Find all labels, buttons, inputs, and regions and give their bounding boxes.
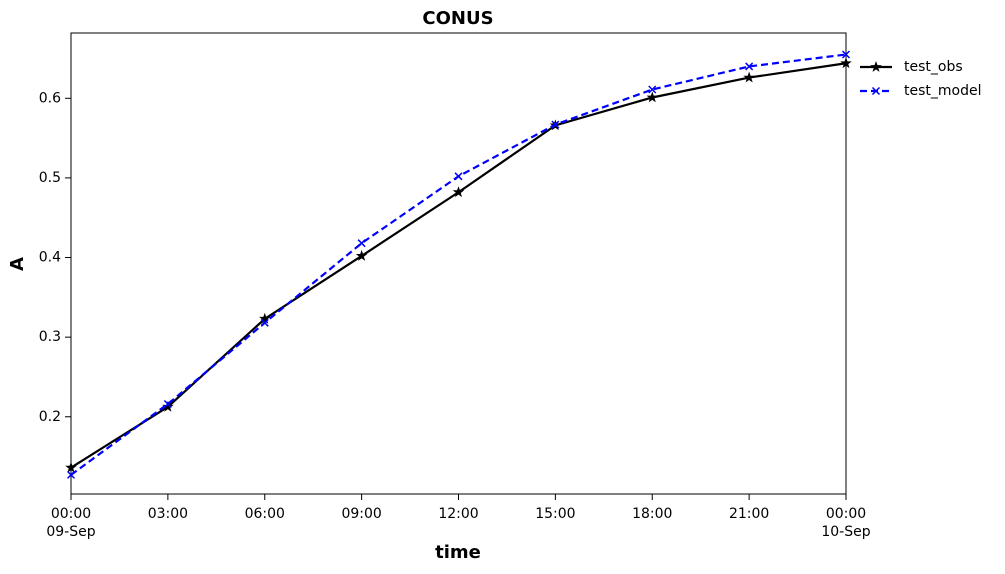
legend-marker xyxy=(871,86,881,96)
x-tick-label: 12:00 xyxy=(438,506,478,522)
x-tick-label: 15:00 xyxy=(535,506,575,522)
marker xyxy=(648,85,657,94)
x-tick-label: 18:00 xyxy=(632,506,672,522)
x-tick-label: 21:00 xyxy=(729,506,769,522)
marker xyxy=(841,50,851,59)
series-line xyxy=(70,53,847,476)
marker xyxy=(260,318,269,327)
x-tick-label: 10-Sep xyxy=(821,524,870,540)
legend-label: test_model xyxy=(904,83,981,99)
marker xyxy=(452,186,465,198)
marker xyxy=(743,71,755,83)
y-tick-label: 0.3 xyxy=(39,329,61,345)
marker xyxy=(551,120,560,129)
marker xyxy=(357,239,366,248)
marker xyxy=(259,312,271,324)
marker xyxy=(840,57,852,69)
plot-frame xyxy=(70,32,847,495)
chart-title: CONUS xyxy=(422,8,493,29)
x-tick-label: 09:00 xyxy=(341,506,381,522)
y-tick-label: 0.6 xyxy=(39,90,61,106)
y-tick-label: 0.4 xyxy=(39,250,61,266)
x-tick-label: 03:00 xyxy=(148,506,188,522)
legend-marker xyxy=(870,61,882,72)
marker xyxy=(66,470,76,479)
marker xyxy=(646,91,658,103)
marker xyxy=(745,62,754,71)
marker xyxy=(454,172,463,181)
x-axis-label: time xyxy=(435,542,481,563)
x-tick-label: 06:00 xyxy=(245,506,285,522)
y-tick-label: 0.2 xyxy=(39,409,61,425)
marker xyxy=(65,461,77,473)
x-tick-label: 09-Sep xyxy=(46,524,95,540)
y-tick-label: 0.5 xyxy=(39,170,61,186)
series-line xyxy=(70,62,847,469)
legend-label: test_obs xyxy=(904,59,963,75)
y-axis-label: A xyxy=(7,257,28,271)
x-tick-label: 00:00 xyxy=(826,506,866,522)
marker xyxy=(163,399,172,409)
marker xyxy=(355,249,368,261)
x-tick-label: 00:00 xyxy=(51,506,91,522)
